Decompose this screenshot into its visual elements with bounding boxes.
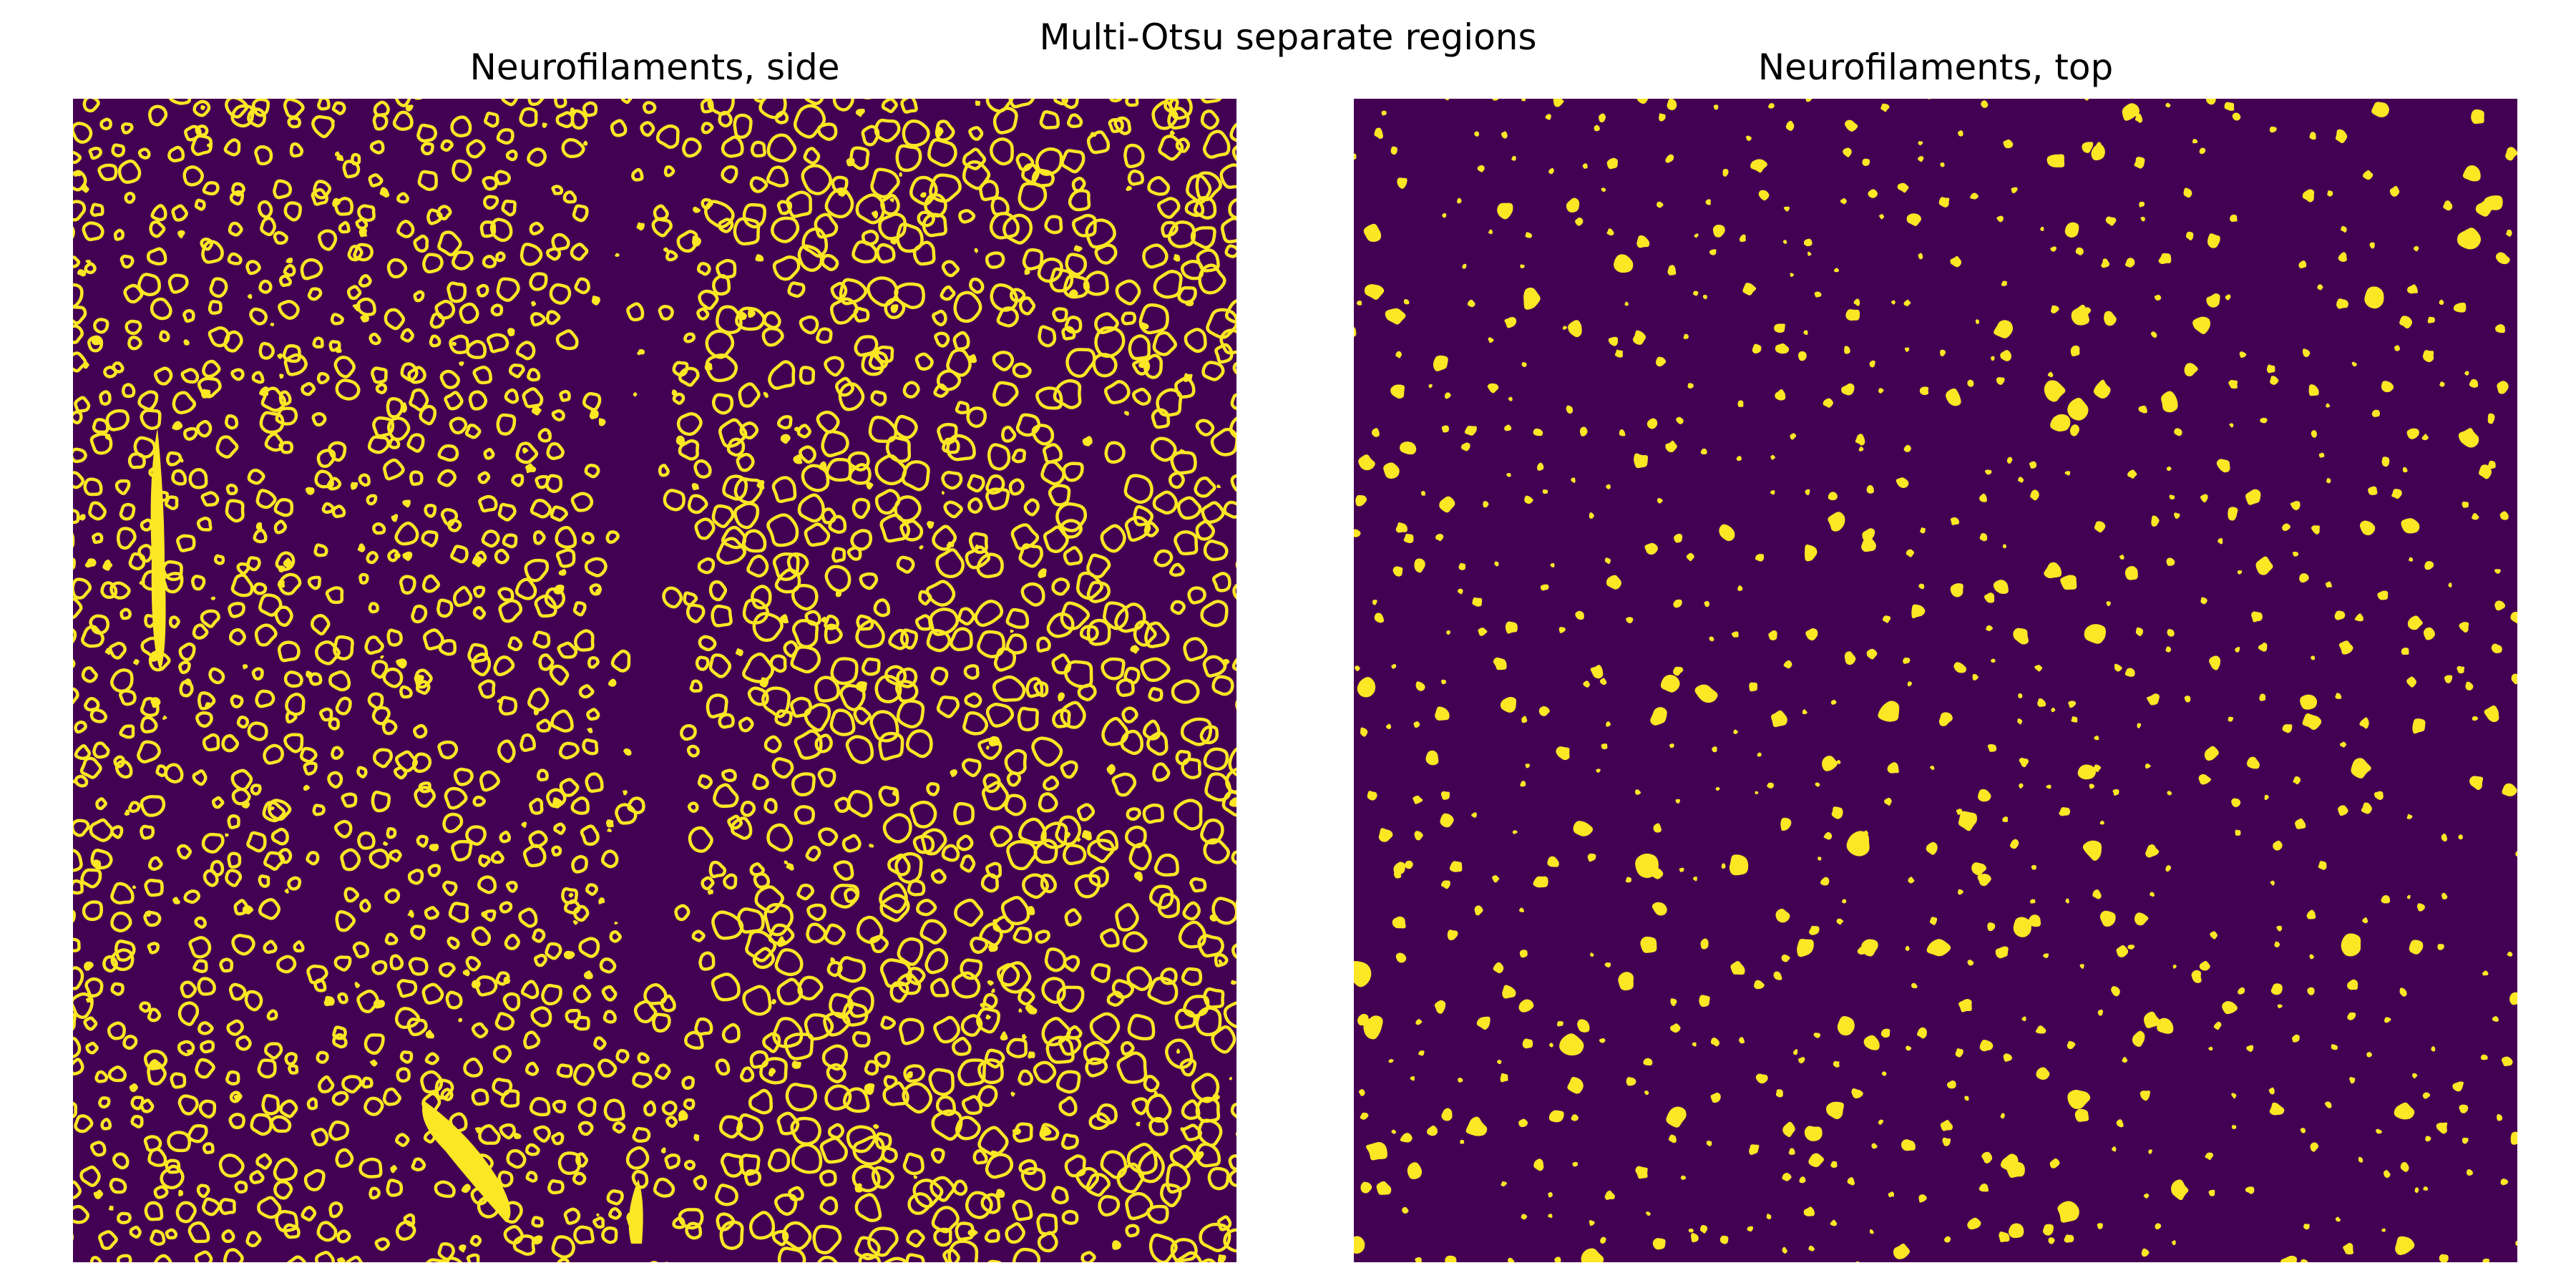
left-panel-title: Neurofilaments, side — [73, 46, 1236, 89]
side-view-segmentation-map — [73, 99, 1236, 1262]
top-view-segmentation-map — [1354, 99, 2517, 1262]
background-region — [1354, 99, 2517, 1262]
side-view-image — [73, 99, 1236, 1262]
top-view-image — [1354, 99, 2517, 1262]
right-panel-title: Neurofilaments, top — [1354, 46, 2517, 89]
